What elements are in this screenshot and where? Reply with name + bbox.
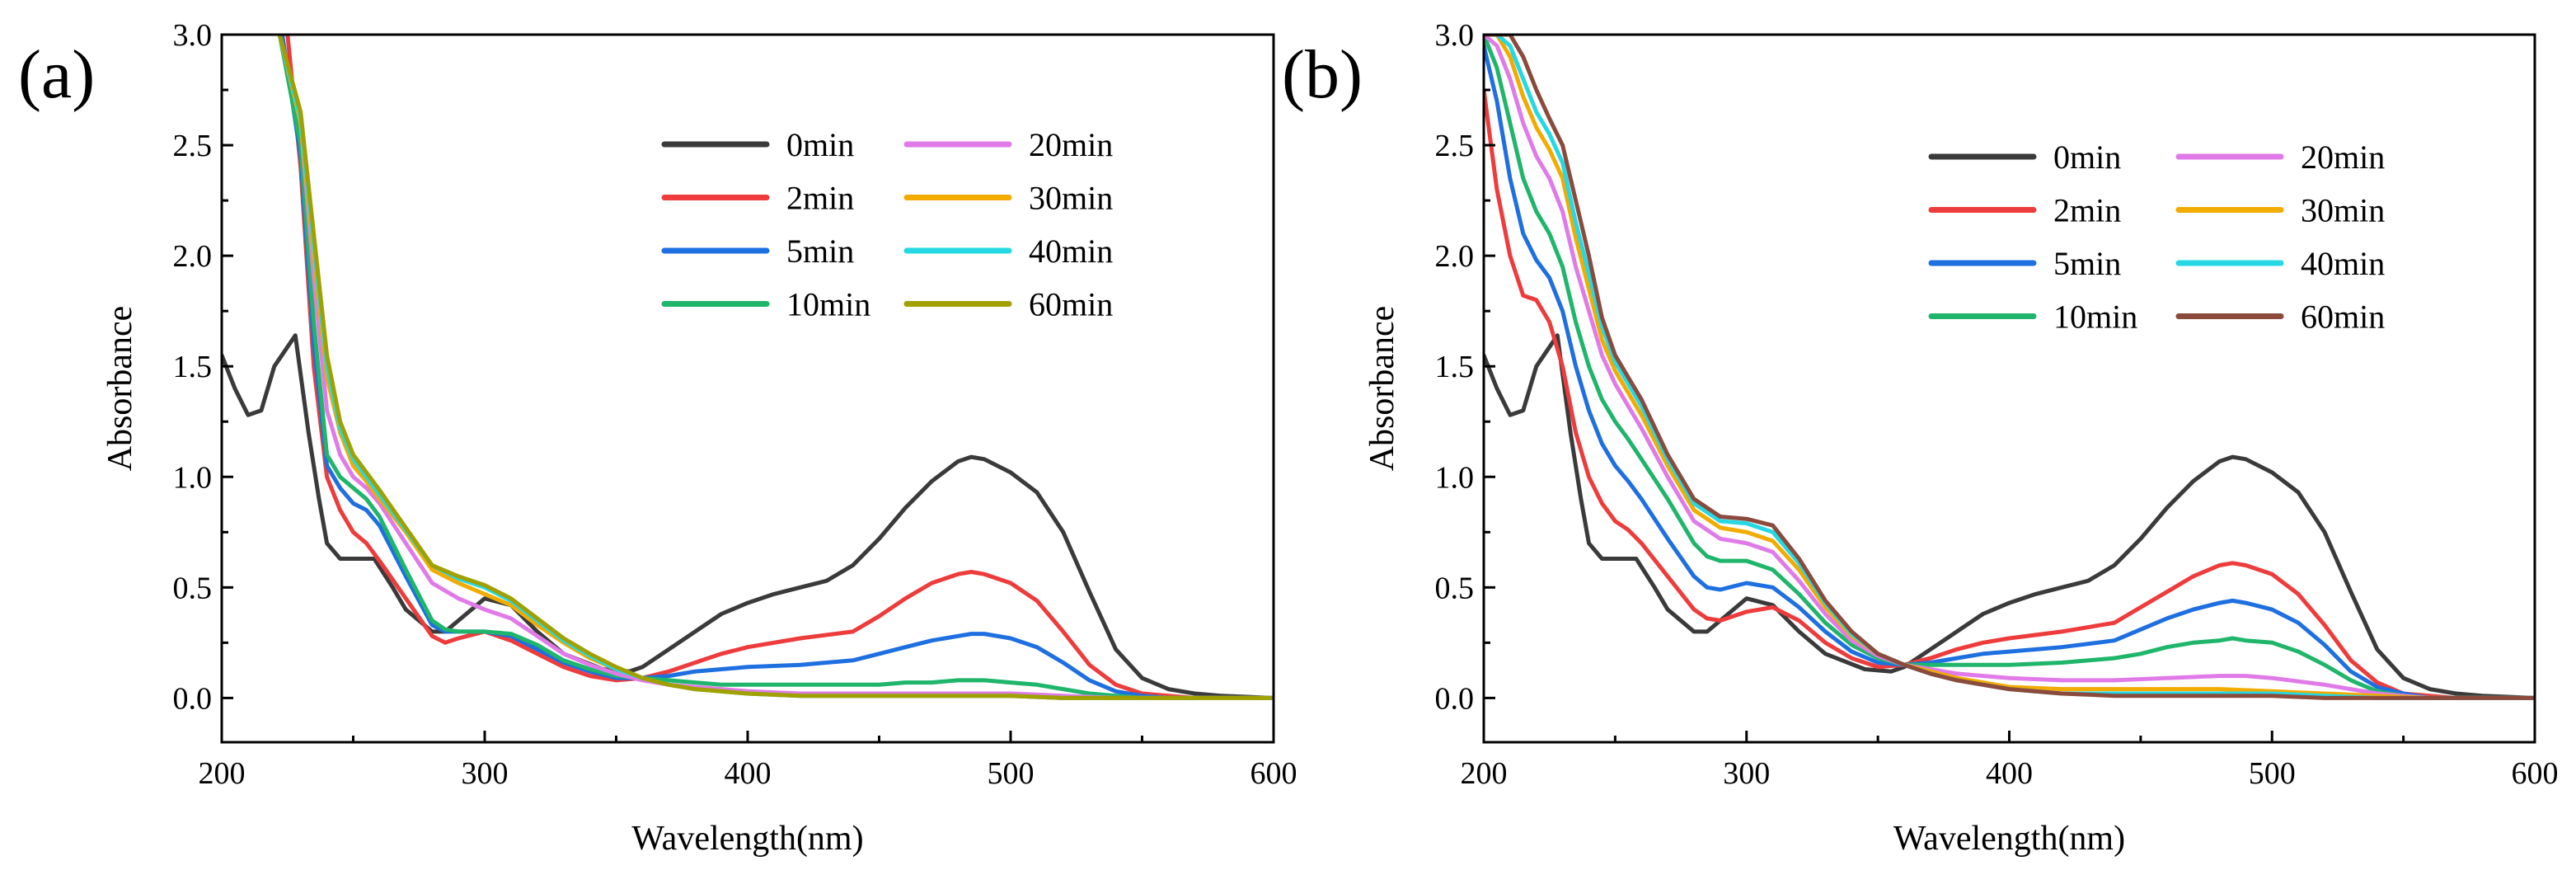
series-line-40min (277, 35, 1274, 700)
x-tick-label: 400 (1986, 756, 2033, 791)
series-group (1484, 35, 2535, 700)
x-tick-label: 500 (2249, 756, 2296, 791)
x-tick-label: 200 (199, 756, 246, 791)
x-tick-label: 300 (1723, 756, 1770, 791)
y-tick-label: 2.5 (173, 129, 213, 163)
panel-label: (b) (1282, 36, 1363, 113)
plot-frame (220, 33, 1275, 744)
series-line-20min (1484, 35, 2535, 700)
legend-label-5min: 5min (2053, 245, 2121, 282)
legend-label-40min: 40min (2301, 245, 2385, 282)
x-tick-label: 400 (725, 756, 772, 791)
legend: 0min 2min 5min 10min 20min 30min 40min 60min (661, 126, 1113, 323)
chart-panel-2: (b) 200 300 400 500 600 0.0 0.5 1.0 1.5 2.0 2.5 3.0 W… (1282, 18, 2559, 858)
series-line-0min (222, 333, 1274, 700)
legend-label-20min: 20min (2301, 139, 2385, 176)
panel-label: (a) (18, 36, 95, 113)
series-line-2min (1484, 87, 2535, 700)
y-axis-title: Absorbance (1363, 306, 1401, 472)
legend-label-40min: 40min (1029, 233, 1113, 270)
legend-label-30min: 30min (1029, 180, 1113, 217)
legend-label-60min: 60min (1029, 286, 1113, 323)
y-tick-label: 2.0 (1435, 239, 1475, 274)
y-tick-label: 3.0 (173, 18, 213, 53)
series-line-30min (277, 35, 1274, 700)
legend-label-20min: 20min (1029, 126, 1113, 163)
x-tick-label: 300 (462, 756, 509, 791)
legend-label-0min: 0min (786, 126, 854, 163)
chart-panel-1: (a) 200 300 400 500 600 0.0 0.5 1.0 1.5 2.0 2.5 3.0 W… (18, 18, 1297, 858)
y-tick-label: 0.5 (173, 571, 213, 605)
x-tick-label: 600 (1250, 756, 1297, 791)
legend-label-0min: 0min (2053, 139, 2121, 176)
y-tick-label: 2.5 (1435, 129, 1475, 163)
series-line-40min (1484, 35, 2535, 700)
x-axis-title: Wavelength(nm) (1893, 820, 2125, 858)
y-tick-label: 1.5 (173, 350, 213, 384)
legend-label-30min: 30min (2301, 192, 2385, 229)
series-line-0min (1484, 333, 2535, 700)
legend: 0min 2min 5min 10min 20min 30min 40min 60min (1928, 139, 2385, 336)
series-line-10min (1484, 35, 2535, 700)
legend-label-2min: 2min (2053, 192, 2121, 229)
legend-label-5min: 5min (786, 233, 854, 270)
y-tick-label: 2.0 (173, 239, 213, 274)
y-tick-label: 0.0 (1435, 681, 1475, 716)
x-tick-label: 200 (1461, 756, 1508, 791)
series-line-60min (277, 35, 1274, 700)
series-line-5min (279, 35, 1274, 700)
y-tick-label: 1.5 (1435, 350, 1475, 384)
series-line-10min (277, 35, 1274, 700)
legend-label-10min: 10min (786, 286, 870, 323)
series-line-20min (277, 35, 1274, 700)
x-tick-label: 500 (988, 756, 1035, 791)
x-axis-title: Wavelength(nm) (631, 820, 863, 858)
series-line-2min (285, 35, 1274, 700)
y-axis-title: Absorbance (101, 306, 139, 472)
legend-label-2min: 2min (786, 180, 854, 217)
x-tick-label: 600 (2512, 756, 2559, 791)
legend-label-60min: 60min (2301, 299, 2385, 336)
series-line-30min (1484, 35, 2535, 700)
series-line-5min (1484, 43, 2535, 700)
y-tick-label: 3.0 (1435, 18, 1475, 53)
series-line-60min (1484, 35, 2535, 700)
series-group (222, 35, 1274, 700)
y-tick-label: 0.5 (1435, 571, 1475, 605)
y-tick-label: 1.0 (1435, 460, 1475, 495)
y-tick-label: 1.0 (173, 460, 213, 495)
legend-label-10min: 10min (2053, 299, 2137, 336)
y-tick-label: 0.0 (173, 681, 213, 716)
